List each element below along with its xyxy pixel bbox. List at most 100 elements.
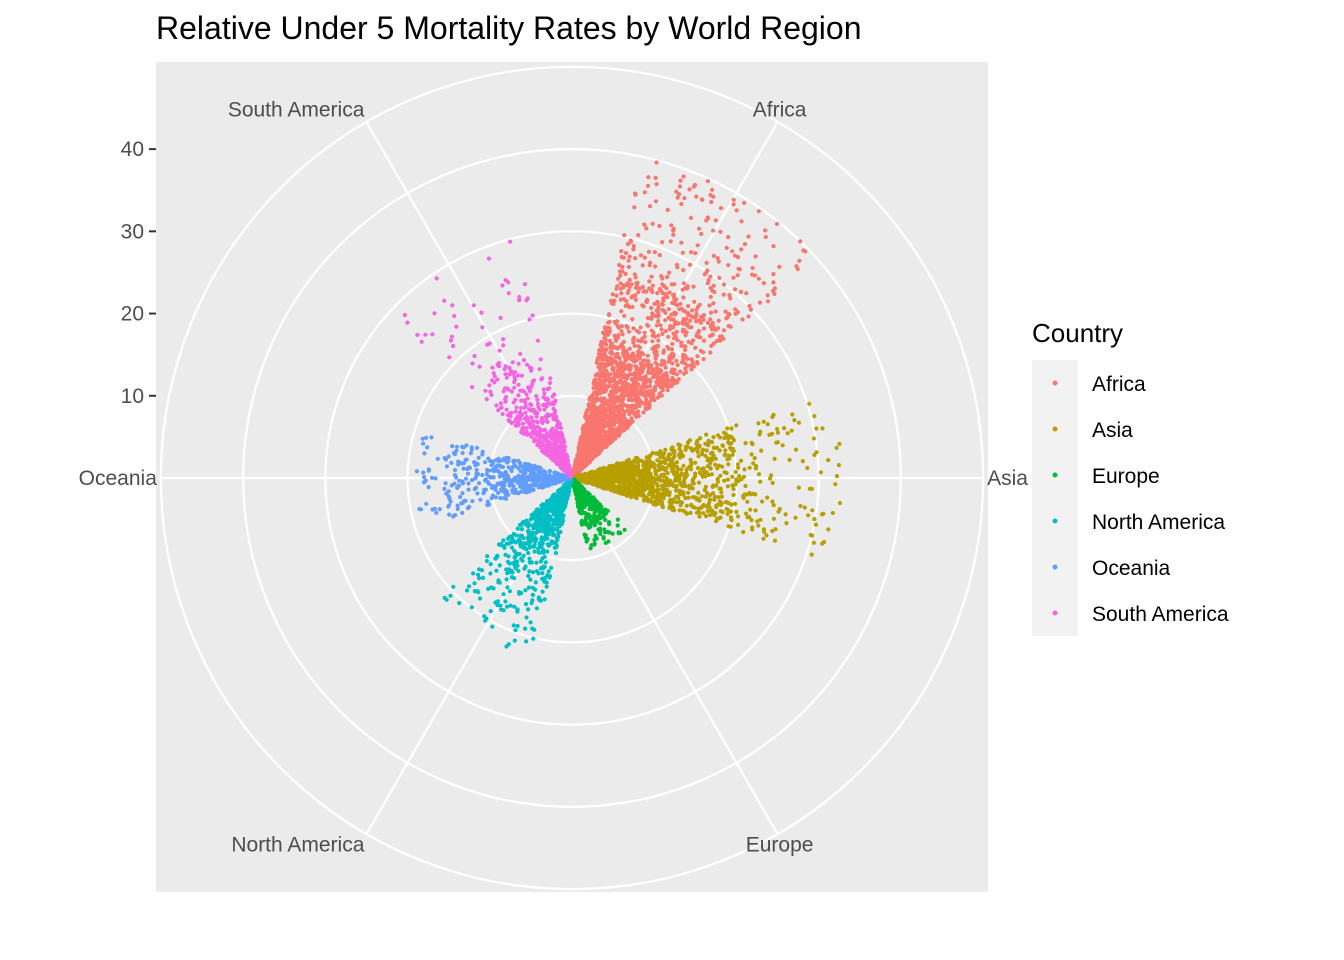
data-point	[742, 467, 747, 472]
data-point	[667, 327, 673, 332]
data-point	[604, 385, 610, 390]
data-point	[703, 453, 708, 458]
data-point	[748, 507, 753, 512]
data-point	[641, 381, 647, 386]
data-point	[580, 444, 585, 449]
data-point	[590, 408, 595, 413]
data-point	[695, 243, 700, 248]
data-point	[543, 535, 548, 540]
data-point	[511, 531, 516, 537]
data-point	[605, 423, 611, 428]
data-point	[584, 410, 589, 415]
data-point	[703, 494, 708, 499]
data-point	[692, 299, 697, 304]
data-point	[687, 486, 692, 491]
data-point	[796, 420, 802, 425]
data-point	[780, 443, 785, 448]
data-point	[704, 260, 709, 265]
data-point	[664, 371, 669, 376]
data-point	[617, 269, 623, 274]
data-point	[637, 479, 642, 484]
data-point	[623, 271, 628, 276]
data-point	[611, 428, 616, 433]
data-point	[553, 550, 559, 556]
data-point	[601, 465, 606, 470]
data-point	[771, 244, 776, 249]
data-point	[695, 446, 700, 451]
data-point	[721, 336, 726, 341]
data-point	[666, 346, 671, 351]
data-point	[600, 475, 605, 480]
data-point	[689, 502, 694, 507]
data-point	[754, 464, 759, 469]
data-point	[579, 520, 584, 525]
data-point	[595, 444, 600, 449]
data-point	[724, 500, 729, 505]
data-point	[630, 317, 635, 322]
data-point	[656, 313, 661, 318]
data-point	[512, 548, 517, 553]
data-point	[495, 463, 500, 468]
data-point	[708, 294, 713, 299]
data-point	[678, 480, 683, 485]
data-point	[509, 575, 514, 580]
data-point	[638, 253, 644, 258]
data-point	[660, 307, 665, 312]
data-point	[429, 435, 434, 440]
data-point	[588, 546, 593, 551]
data-point	[526, 542, 531, 547]
data-point	[608, 407, 613, 412]
data-point	[577, 496, 582, 501]
data-point	[734, 208, 739, 213]
data-point	[696, 490, 701, 495]
data-point	[660, 504, 665, 509]
data-point	[708, 274, 713, 279]
data-point	[638, 361, 643, 366]
data-point	[605, 359, 610, 365]
data-point	[696, 480, 702, 485]
data-point	[592, 503, 597, 508]
data-point	[686, 495, 691, 500]
data-point	[672, 282, 677, 287]
data-point	[652, 344, 657, 349]
data-point	[707, 303, 712, 308]
data-point	[583, 533, 588, 538]
data-point	[442, 456, 447, 461]
data-point	[619, 291, 624, 296]
data-point	[530, 570, 536, 575]
data-point	[504, 644, 509, 649]
data-point	[809, 552, 814, 557]
data-point	[655, 395, 660, 400]
data-point	[631, 385, 636, 390]
data-point	[517, 522, 523, 528]
data-point	[501, 538, 506, 543]
data-point	[666, 463, 672, 468]
data-point	[518, 533, 523, 538]
data-point	[648, 489, 653, 494]
data-point	[616, 531, 621, 536]
data-point	[769, 473, 774, 478]
data-point	[598, 531, 603, 537]
data-point	[546, 569, 551, 574]
data-point	[609, 422, 615, 427]
data-point	[582, 430, 587, 435]
data-point	[587, 456, 592, 461]
data-point	[536, 546, 541, 551]
data-point	[451, 584, 456, 589]
data-point	[610, 485, 615, 490]
data-point	[683, 444, 688, 449]
data-point	[618, 297, 623, 302]
data-point	[741, 474, 747, 479]
data-point	[458, 494, 463, 500]
data-point	[729, 426, 734, 431]
data-point	[688, 510, 693, 515]
data-point	[588, 514, 593, 519]
data-point	[728, 509, 734, 514]
data-point	[631, 379, 636, 384]
data-point	[834, 474, 840, 479]
data-point	[685, 284, 690, 289]
data-point	[679, 467, 684, 472]
chart-title: Relative Under 5 Mortality Rates by Worl…	[156, 10, 861, 46]
data-point	[662, 458, 667, 463]
data-point	[580, 485, 585, 490]
